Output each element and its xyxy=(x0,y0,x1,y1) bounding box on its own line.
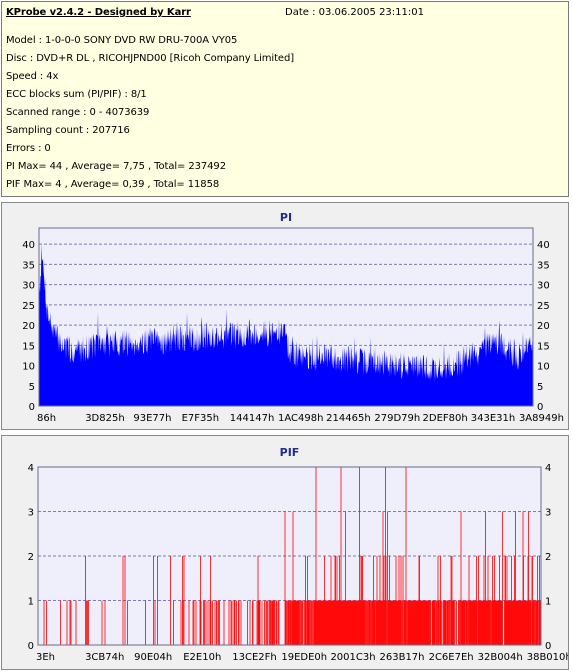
info-speed: Speed : 4x xyxy=(6,71,59,82)
y-tick-label-right: 3 xyxy=(545,508,551,519)
info-disc: Disc : DVD+R DL , RICOHJPND00 [Ricoh Com… xyxy=(6,53,295,64)
x-tick-label: 86h xyxy=(37,413,56,424)
y-tick-label-right: 2 xyxy=(545,552,551,563)
x-tick-label: 90E04h xyxy=(134,652,172,663)
info-scanned-range: Scanned range : 0 - 4073639 xyxy=(6,107,150,118)
y-tick-label-right: 0 xyxy=(537,402,543,413)
y-tick-label-left: 15 xyxy=(22,341,35,352)
y-tick-label-right: 20 xyxy=(537,321,550,332)
scan-date: Date : 03.06.2005 23:11:01 xyxy=(285,7,424,18)
y-tick-label-left: 10 xyxy=(22,362,35,373)
x-tick-label: 3Eh xyxy=(36,652,55,663)
y-tick-label-left: 0 xyxy=(29,402,35,413)
pif-series xyxy=(43,467,541,645)
x-tick-label: 93E77h xyxy=(133,413,171,424)
y-tick-label-right: 4 xyxy=(545,463,551,474)
info-pi-stats: PI Max= 44 , Average= 7,75 , Total= 2374… xyxy=(6,161,226,172)
y-tick-label-left: 25 xyxy=(22,301,35,312)
info-model: Model : 1-0-0-0 SONY DVD RW DRU-700A VY0… xyxy=(6,35,238,46)
info-ecc-sum: ECC blocks sum (PI/PIF) : 8/1 xyxy=(6,89,147,100)
x-tick-label: 32B004h xyxy=(478,652,523,663)
y-tick-label-left: 1 xyxy=(28,597,34,608)
x-tick-label: 2001C3h xyxy=(330,652,375,663)
x-tick-label: 3A8949h xyxy=(519,413,564,424)
info-errors: Errors : 0 xyxy=(6,143,51,154)
info-sampling-count: Sampling count : 207716 xyxy=(6,125,130,136)
y-tick-label-right: 40 xyxy=(537,240,550,251)
info-pif-stats: PIF Max= 4 , Average= 0,39 , Total= 1185… xyxy=(6,179,220,190)
y-tick-label-left: 30 xyxy=(22,281,35,292)
y-tick-label-left: 0 xyxy=(28,641,34,652)
x-tick-label: 2C6E7Eh xyxy=(429,652,474,663)
y-tick-label-right: 1 xyxy=(545,597,551,608)
y-tick-label-right: 25 xyxy=(537,301,550,312)
pi-chart-panel: PI 0 0 5 5 10 10 15 15 20 20 25 25 30 30 35 35 40 40 86h 3D8… xyxy=(1,202,569,430)
y-tick-label-right: 35 xyxy=(537,260,550,271)
y-tick-label-left: 4 xyxy=(28,463,34,474)
y-tick-label-left: 35 xyxy=(22,260,35,271)
x-tick-label: 214465h xyxy=(326,413,371,424)
x-tick-label: 2DEF80h xyxy=(423,413,468,424)
y-tick-label-left: 5 xyxy=(29,382,35,393)
y-tick-label-right: 10 xyxy=(537,362,550,373)
x-tick-label: E2E10h xyxy=(183,652,221,663)
chart-title: PIF xyxy=(280,446,300,459)
y-tick-label-right: 0 xyxy=(545,641,551,652)
x-tick-label: 279D79h xyxy=(374,413,420,424)
x-tick-label: E7F35h xyxy=(182,413,220,424)
app-title: KProbe v2.4.2 - Designed by Karr xyxy=(6,7,191,18)
x-tick-label: 263B17h xyxy=(380,652,425,663)
y-tick-label-left: 20 xyxy=(22,321,35,332)
plot-border xyxy=(38,227,534,407)
y-tick-label-right: 15 xyxy=(537,341,550,352)
info-panel: KProbe v2.4.2 - Designed by Karr Date : … xyxy=(1,1,569,197)
y-tick-label-left: 40 xyxy=(22,240,35,251)
y-tick-label-right: 30 xyxy=(537,281,550,292)
y-tick-label-right: 5 xyxy=(537,382,543,393)
x-tick-label: 38B010h xyxy=(527,652,568,663)
pif-chart-panel: PIF 0 0 1 1 2 2 3 3 4 4 3Eh 3CB74h 90E04h E2E10h 13CE2F… xyxy=(1,435,569,670)
x-tick-label: 144147h xyxy=(230,413,275,424)
x-tick-label: 13CE2Fh xyxy=(232,652,276,663)
pif-chart: PIF 0 0 1 1 2 2 3 3 4 4 3Eh 3CB74h 90E04h E2E10h 13CE2F… xyxy=(28,446,568,663)
pi-chart: PI 0 0 5 5 10 10 15 15 20 20 25 25 30 30 35 35 40 40 86h 3D8… xyxy=(22,211,564,424)
y-tick-label-left: 2 xyxy=(28,552,34,563)
plot-border xyxy=(37,466,542,646)
x-tick-label: 343E31h xyxy=(471,413,515,424)
x-tick-label: 3CB74h xyxy=(85,652,124,663)
y-tick-label-left: 3 xyxy=(28,508,34,519)
x-tick-label: 3D825h xyxy=(85,413,125,424)
pi-series-area xyxy=(39,243,533,406)
x-tick-label: 19EDE0h xyxy=(281,652,327,663)
x-tick-label: 1AC498h xyxy=(278,413,323,424)
chart-title: PI xyxy=(280,211,292,224)
